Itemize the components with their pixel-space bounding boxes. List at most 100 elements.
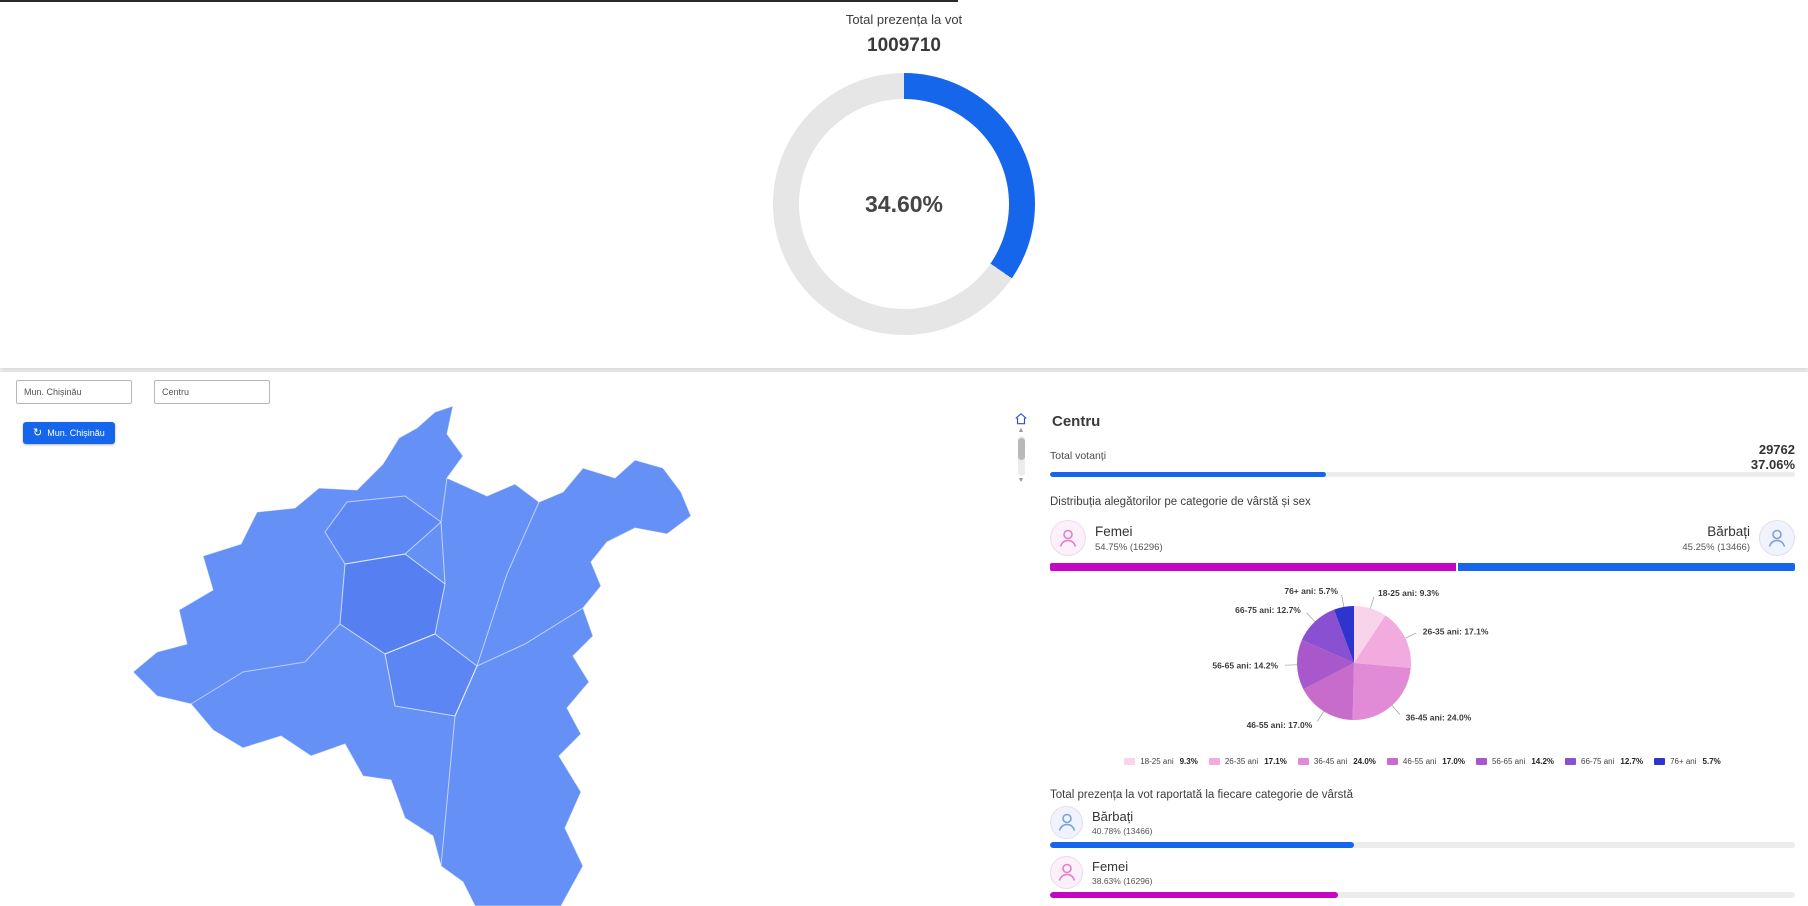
legend-swatch xyxy=(1124,758,1136,765)
total-voters-row: Total votanți 29762 37.06% xyxy=(1050,440,1795,472)
detail-card: ↻ Mun. Chișinău ▲ xyxy=(0,372,1808,906)
back-to-district-button[interactable]: ↻ Mun. Chișinău xyxy=(23,422,115,444)
total-turnout-bar-track xyxy=(1050,472,1795,477)
legend-name: 76+ ani xyxy=(1670,757,1697,766)
gender-distribution-row: Femei 54.75% (16296) Bărbați 45.25% (134… xyxy=(1050,519,1795,557)
district-border-3 xyxy=(440,607,584,867)
pie-label-76+-ani: 76+ ani: 5.7% xyxy=(1284,586,1338,596)
pie-label-46-55-ani: 46-55 ani: 17.0% xyxy=(1247,720,1313,730)
legend-name: 66-75 ani xyxy=(1581,757,1615,766)
female-turnout-bar-track xyxy=(1050,892,1795,898)
female-turnout-stat: 38.63% (16296) xyxy=(1092,875,1153,886)
legend-percent: 5.7% xyxy=(1702,757,1721,766)
panel-scrollbar[interactable] xyxy=(1017,436,1025,476)
district-input[interactable] xyxy=(16,380,132,404)
male-turnout-bar-track xyxy=(1050,842,1795,848)
legend-percent: 9.3% xyxy=(1179,757,1198,766)
legend-name: 18-25 ani xyxy=(1140,757,1174,766)
age-legend: 18-25 ani 9.3% 26-35 ani 17.1% 36-45 ani 24.0… xyxy=(1050,755,1795,768)
pie-slice-66-75-ani[interactable] xyxy=(1301,609,1354,663)
legend-percent: 17.1% xyxy=(1264,757,1287,766)
district-border-1 xyxy=(440,477,448,585)
female-turnout-label: Femei xyxy=(1092,858,1129,874)
locality-stats-panel: Centru Total votanți 29762 37.06% Distri… xyxy=(1050,372,1795,906)
map-container xyxy=(95,404,795,906)
legend-percent: 14.2% xyxy=(1531,757,1555,766)
legend-item-18-25-ani[interactable]: 18-25 ani 9.3% xyxy=(1124,757,1198,766)
total-voters-percent: 37.06% xyxy=(1750,457,1795,472)
distribution-title: Distribuția alegătorilor pe categorie de… xyxy=(1050,496,1311,508)
district-border-2 xyxy=(476,501,540,667)
age-pie-block: 18-25 ani: 9.3% 26-35 ani: 17.1% 36-45 ani… xyxy=(1050,583,1795,747)
gender-stacked-bar xyxy=(1050,563,1795,571)
home-icon[interactable] xyxy=(1014,412,1028,426)
female-stat: 54.75% (16296) xyxy=(1095,541,1163,553)
turnout-summary-card: Total prezența la vot 1009710 34.60% xyxy=(0,0,1808,368)
male-bar-segment xyxy=(1457,563,1795,571)
age-pie-chart[interactable]: 18-25 ani: 9.3% 26-35 ani: 17.1% 36-45 ani… xyxy=(1050,583,1795,747)
district-north[interactable] xyxy=(324,495,442,565)
legend-swatch xyxy=(1386,758,1398,765)
total-turnout-bar-fill xyxy=(1050,472,1327,477)
legend-percent: 12.7% xyxy=(1620,757,1644,766)
male-label: Bărbați xyxy=(1707,523,1750,539)
total-voters-value: 29762 xyxy=(1758,442,1795,457)
pie-slice-56-65-ani[interactable] xyxy=(1297,640,1354,690)
pie-leader-line xyxy=(1370,596,1375,609)
pie-slice-36-45-ani[interactable] xyxy=(1352,663,1411,720)
pie-slice-26-35-ani[interactable] xyxy=(1354,615,1411,669)
pie-leader-line xyxy=(1306,612,1316,622)
legend-item-36-45-ani[interactable]: 36-45 ani 24.0% xyxy=(1297,757,1376,766)
district-border-4 xyxy=(190,623,341,705)
pie-slice-76+-ani[interactable] xyxy=(1334,606,1354,663)
female-avatar-icon xyxy=(1050,520,1086,556)
page-title: Total prezența la vot xyxy=(845,12,963,27)
male-turnout-bar-fill xyxy=(1050,842,1354,848)
pie-slice-18-25-ani[interactable] xyxy=(1354,606,1386,663)
female-turnout-bar-fill xyxy=(1050,892,1338,898)
legend-swatch xyxy=(1208,758,1220,765)
legend-item-56-65-ani[interactable]: 56-65 ani 14.2% xyxy=(1475,757,1555,766)
pie-label-18-25-ani: 18-25 ani: 9.3% xyxy=(1378,588,1439,598)
legend-swatch xyxy=(1565,758,1577,765)
male-turnout-row: Bărbați 40.78% (13466) xyxy=(1050,805,1795,839)
locality-input[interactable] xyxy=(154,380,270,404)
male-turnout-stat: 40.78% (13466) xyxy=(1092,825,1153,836)
turnout-percent-label: 34.60% xyxy=(864,190,943,217)
chisinau-map[interactable] xyxy=(95,404,795,906)
legend-swatch xyxy=(1297,758,1309,765)
legend-name: 36-45 ani xyxy=(1313,757,1348,766)
legend-item-66-75-ani[interactable]: 66-75 ani 12.7% xyxy=(1565,757,1643,766)
legend-percent: 17.0% xyxy=(1442,757,1465,766)
female-turnout-avatar-icon xyxy=(1050,855,1083,889)
legend-name: 26-35 ani xyxy=(1224,757,1259,766)
pie-leader-line xyxy=(1341,595,1345,607)
filters xyxy=(16,380,270,404)
female-label: Femei xyxy=(1095,523,1133,539)
pie-leader-line xyxy=(1391,705,1401,715)
age-turnout-title: Total prezența la vot raportată la fieca… xyxy=(1050,789,1354,801)
scrollbar-thumb[interactable] xyxy=(1017,438,1025,460)
legend-item-46-55-ani[interactable]: 46-55 ani 17.0% xyxy=(1386,757,1465,766)
legend-item-26-35-ani[interactable]: 26-35 ani 17.1% xyxy=(1208,757,1287,766)
municipality-outline[interactable] xyxy=(132,405,692,906)
pie-slice-46-55-ani[interactable] xyxy=(1303,663,1354,720)
total-turnout-number: 1009710 xyxy=(867,35,941,56)
back-to-district-label: Mun. Chișinău xyxy=(47,428,105,438)
top-edge-bar xyxy=(0,0,959,2)
scroll-down-button[interactable]: ▼ xyxy=(1017,477,1025,484)
pie-leader-line xyxy=(1405,632,1417,639)
legend-item-76+-ani[interactable]: 76+ ani 5.7% xyxy=(1654,757,1721,766)
female-bar-segment xyxy=(1050,563,1458,571)
pie-label-66-75-ani: 66-75 ani: 12.7% xyxy=(1235,605,1301,615)
total-voters-label: Total votanți xyxy=(1050,450,1107,462)
panel-scroll-strip: ▲ ▼ xyxy=(1012,412,1030,484)
legend-name: 46-55 ani xyxy=(1402,757,1437,766)
pie-label-56-65-ani: 56-65 ani: 14.2% xyxy=(1212,660,1278,670)
refresh-icon: ↻ xyxy=(33,426,43,439)
pie-leader-line xyxy=(1317,711,1325,722)
scroll-up-button[interactable]: ▲ xyxy=(1017,427,1025,434)
male-turnout-avatar-icon xyxy=(1050,805,1083,839)
pie-label-26-35-ani: 26-35 ani: 17.1% xyxy=(1423,626,1489,636)
